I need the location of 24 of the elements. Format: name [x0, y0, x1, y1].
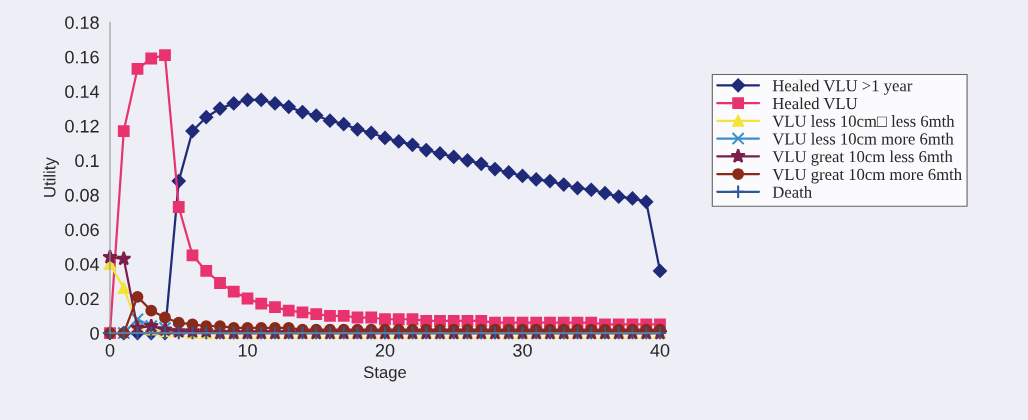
- x-axis-title: Stage: [363, 366, 407, 382]
- x-tick-label: 0: [105, 343, 115, 357]
- x-tick-label: 10: [238, 343, 257, 357]
- y-tick-label: 0.06: [65, 223, 99, 237]
- y-tick-label: 0.14: [65, 85, 100, 99]
- legend-label: VLU great 10cm less 6mth: [772, 150, 953, 166]
- y-tick-label: 0.18: [65, 16, 99, 29]
- y-tick-label: 0.12: [65, 119, 99, 133]
- legend-label: Healed VLU: [772, 97, 858, 110]
- y-tick-label: 0.08: [65, 188, 99, 202]
- legend-label: Healed VLU >1 year: [772, 79, 913, 95]
- y-axis-title: Utility: [43, 157, 59, 197]
- y-tick-label: 0.1: [75, 154, 99, 168]
- x-tick-label: 30: [513, 343, 532, 357]
- y-tick-label: 0.02: [65, 292, 99, 306]
- y-tick-label: 0.16: [65, 50, 99, 64]
- legend-label: VLU less 10cm□ less 6mth: [772, 115, 955, 127]
- legend-label: VLU less 10cm more 6mth: [772, 132, 954, 145]
- x-tick-label: 40: [650, 343, 670, 357]
- x-tick-label: 20: [375, 343, 395, 357]
- y-tick-label: 0: [90, 326, 99, 340]
- y-tick-label: 0.04: [65, 257, 100, 271]
- legend-label: Death: [772, 186, 812, 198]
- legend-label: VLU great 10cm more 6mth: [772, 168, 962, 184]
